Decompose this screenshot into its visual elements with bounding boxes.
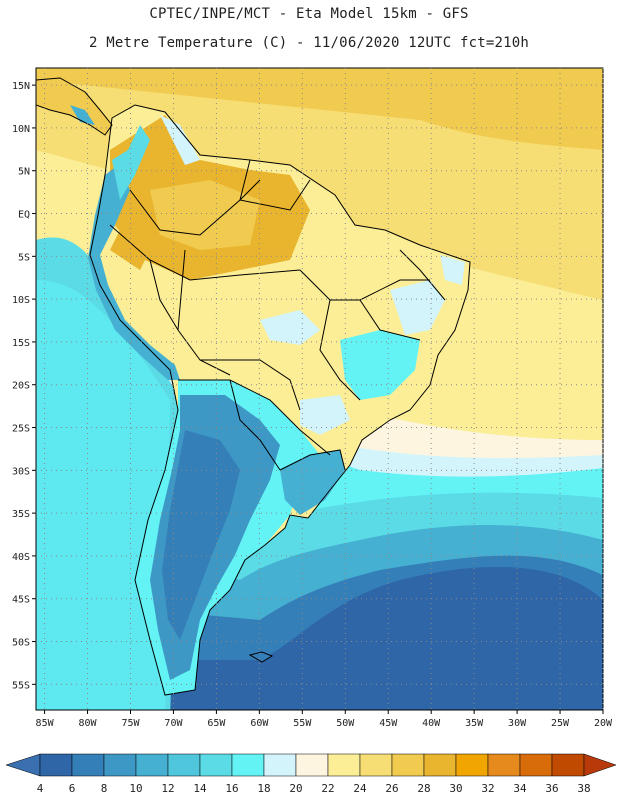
- lon-label: 60W: [250, 718, 269, 729]
- lon-label: 75W: [121, 718, 140, 729]
- colorbar-swatch: [359, 753, 393, 777]
- lat-label: 5S: [18, 252, 30, 263]
- lon-label: 25W: [551, 718, 570, 729]
- colorbar-label: 16: [225, 782, 238, 795]
- lon-label: 65W: [207, 718, 226, 729]
- colorbar-swatch: [551, 753, 585, 777]
- colorbar: 4 6 8 10 12 14 16 18 20 22 24 26 28 30 32 34 36 38: [5, 753, 617, 795]
- coastlines: [36, 77, 471, 696]
- colorbar-swatch: [71, 753, 105, 777]
- lat-label: 55S: [12, 680, 30, 691]
- lon-label: 45W: [379, 718, 398, 729]
- lon-label: 30W: [508, 718, 527, 729]
- colorbar-swatch: [39, 753, 73, 777]
- colorbar-label: 6: [69, 782, 76, 795]
- temperature-field: [36, 68, 603, 710]
- lon-label: 40W: [422, 718, 441, 729]
- map-title: CPTEC/INPE/MCT - Eta Model 15km - GFS: [149, 6, 469, 22]
- lon-label: 55W: [293, 718, 312, 729]
- colorbar-label: 28: [417, 782, 430, 795]
- colorbar-label: 32: [481, 782, 494, 795]
- colorbar-label: 10: [129, 782, 142, 795]
- colorbar-swatch: [455, 753, 489, 777]
- lat-label: EQ: [18, 210, 30, 221]
- lon-label: 85W: [36, 718, 55, 729]
- colorbar-swatch: [391, 753, 425, 777]
- lat-label: 40S: [12, 552, 30, 563]
- lon-label: 80W: [79, 718, 98, 729]
- colorbar-swatch: [327, 753, 361, 777]
- lon-label: 50W: [336, 718, 355, 729]
- longitude-labels: 85W 80W 75W 70W 65W 60W 55W 50W 45W 40W 35W 30W 25W 2…: [36, 718, 613, 729]
- lon-label: 35W: [465, 718, 484, 729]
- map-subtitle: 2 Metre Temperature (C) - 11/06/2020 12U…: [88, 35, 530, 51]
- lat-label: 35S: [12, 509, 30, 520]
- colorbar-label: 30: [449, 782, 462, 795]
- colorbar-label: 38: [577, 782, 590, 795]
- colorbar-swatch: [295, 753, 329, 777]
- lat-label: 15N: [12, 81, 30, 92]
- colorbar-label: 18: [257, 782, 270, 795]
- lat-label: 50S: [12, 638, 30, 649]
- map-frame: [35, 67, 604, 711]
- colorbar-label: 34: [513, 782, 527, 795]
- lon-label: 20W: [594, 718, 613, 729]
- colorbar-swatch: [263, 753, 297, 777]
- colorbar-low-arrow: [5, 753, 41, 777]
- lat-label: 45S: [12, 595, 30, 606]
- colorbar-label: 36: [545, 782, 558, 795]
- lon-label: 70W: [164, 718, 183, 729]
- colorbar-label: 22: [321, 782, 334, 795]
- colorbar-label: 12: [161, 782, 174, 795]
- lat-label: 10N: [12, 124, 30, 135]
- colorbar-swatch: [423, 753, 457, 777]
- lat-label: 30S: [12, 466, 30, 477]
- colorbar-swatch: [135, 753, 169, 777]
- graticule: [32, 68, 604, 714]
- latitude-labels: 15N 10N 5N EQ 5S 10S 15S 20S 25S 30S 35S 40S 45S 50S 5…: [12, 81, 30, 691]
- lat-label: 10S: [12, 295, 30, 306]
- colorbar-label: 8: [101, 782, 108, 795]
- colorbar-swatch: [231, 753, 265, 777]
- colorbar-high-arrow: [583, 753, 617, 777]
- colorbar-label: 20: [289, 782, 302, 795]
- colorbar-label: 24: [353, 782, 367, 795]
- colorbar-label: 14: [193, 782, 207, 795]
- lat-label: 15S: [12, 338, 30, 349]
- colorbar-swatch: [167, 753, 201, 777]
- colorbar-swatch: [487, 753, 521, 777]
- colorbar-swatch: [199, 753, 233, 777]
- colorbar-label: 4: [37, 782, 44, 795]
- colorbar-swatch: [519, 753, 553, 777]
- lat-label: 20S: [12, 381, 30, 392]
- colorbar-label: 26: [385, 782, 398, 795]
- lat-label: 5N: [18, 167, 30, 178]
- colorbar-swatch: [103, 753, 137, 777]
- lat-label: 25S: [12, 424, 30, 435]
